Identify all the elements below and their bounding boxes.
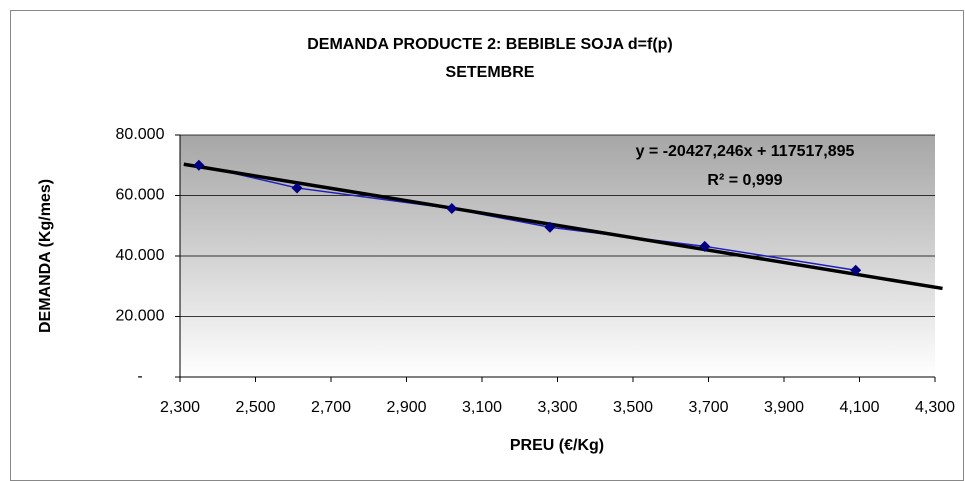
y-tick-label: 80.000	[116, 126, 165, 143]
chart-title: DEMANDA PRODUCTE 2: BEBIBLE SOJA d=f(p)	[307, 36, 673, 53]
x-tick-label: 3,100	[462, 399, 502, 416]
x-tick-label: 3,900	[764, 399, 804, 416]
y-tick-label: -	[137, 368, 142, 385]
y-axis-label: DEMANDA (Kg/mes)	[37, 179, 54, 333]
trend-equation: y = -20427,246x + 117517,895	[636, 143, 855, 160]
data-point	[850, 264, 862, 276]
x-tick-label: 4,100	[839, 399, 879, 416]
x-tick-label: 2,300	[160, 399, 200, 416]
x-axis-label: PREU (€/Kg)	[510, 437, 604, 454]
x-tick-label: 3,700	[688, 399, 728, 416]
x-tick-label: 2,900	[386, 399, 426, 416]
chart-subtitle: SETEMBRE	[446, 64, 535, 81]
x-tick-label: 2,500	[235, 399, 275, 416]
x-tick-label: 2,700	[311, 399, 351, 416]
data-point	[193, 159, 205, 171]
data-point	[446, 203, 458, 215]
data-point	[699, 240, 711, 252]
x-tick-label: 3,300	[537, 399, 577, 416]
y-tick-label: 40.000	[116, 247, 165, 264]
r-squared: R² = 0,999	[707, 172, 782, 189]
data-point	[291, 182, 303, 194]
trendline	[183, 162, 943, 291]
data-point	[544, 221, 556, 233]
x-tick-label: 3,500	[613, 399, 653, 416]
x-tick-label: 4,300	[915, 399, 955, 416]
y-tick-label: 60.000	[116, 187, 165, 204]
y-tick-label: 20.000	[116, 308, 165, 325]
